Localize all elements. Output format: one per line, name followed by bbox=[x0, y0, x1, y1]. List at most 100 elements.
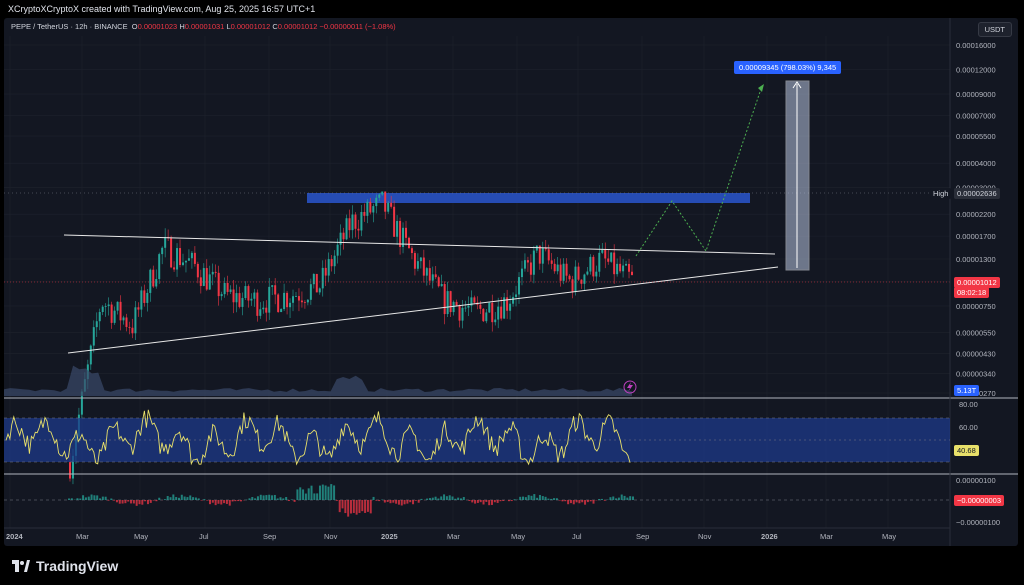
candle-body bbox=[348, 218, 351, 231]
candle-body bbox=[140, 290, 143, 310]
tradingview-logo[interactable]: TradingView bbox=[12, 558, 118, 574]
triangle-lower-line[interactable] bbox=[67, 266, 779, 354]
candle-body bbox=[205, 268, 208, 290]
macd-bar bbox=[135, 500, 138, 506]
price-tick-0: 0.00016000 bbox=[956, 41, 996, 50]
macd-bar bbox=[615, 498, 618, 500]
candle-body bbox=[607, 258, 610, 262]
candle-body bbox=[616, 263, 619, 275]
macd-bar bbox=[189, 495, 192, 500]
candle-body bbox=[526, 260, 529, 263]
candle-body bbox=[458, 305, 461, 321]
macd-bar bbox=[271, 495, 274, 500]
macd-bar bbox=[163, 499, 166, 500]
macd-bar bbox=[536, 497, 539, 500]
candle-body bbox=[286, 292, 289, 308]
candle-body bbox=[446, 291, 449, 315]
candle-body bbox=[577, 266, 580, 280]
candle-body bbox=[452, 301, 455, 313]
macd-bar bbox=[617, 497, 620, 500]
macd-bar bbox=[389, 500, 392, 504]
legend-close: 0.00001012 bbox=[277, 22, 318, 31]
attribution-text: XCryptoXCryptoX created with TradingView… bbox=[8, 4, 316, 14]
macd-bar bbox=[459, 498, 462, 500]
macd-tick-1: −0.00000100 bbox=[956, 518, 1000, 527]
candle-body bbox=[482, 308, 485, 322]
candle-body bbox=[268, 286, 271, 313]
macd-bar bbox=[366, 500, 369, 512]
macd-bar bbox=[240, 500, 243, 502]
macd-bar bbox=[493, 500, 496, 503]
macd-bar bbox=[496, 500, 499, 503]
candle-body bbox=[402, 227, 405, 248]
candle-body bbox=[265, 307, 268, 313]
macd-bar bbox=[118, 500, 121, 504]
volume-tag: 5.13T bbox=[954, 385, 980, 396]
macd-bar bbox=[440, 496, 443, 500]
macd-bar bbox=[172, 494, 175, 500]
candle-body bbox=[199, 277, 202, 286]
macd-bar bbox=[406, 500, 409, 504]
candle-body bbox=[405, 227, 408, 238]
candle-body bbox=[419, 257, 422, 262]
candle-body bbox=[211, 271, 214, 275]
macd-bar bbox=[338, 500, 341, 513]
macd-bar bbox=[409, 500, 412, 503]
candle-body bbox=[610, 252, 613, 262]
triangle-upper-line[interactable] bbox=[63, 234, 776, 255]
candle-body bbox=[372, 206, 375, 213]
macd-bar bbox=[93, 495, 96, 500]
macd-bar bbox=[609, 497, 612, 500]
macd-bar bbox=[96, 495, 99, 500]
macd-bar bbox=[299, 487, 302, 500]
macd-bar bbox=[569, 500, 572, 504]
resistance-zone[interactable] bbox=[307, 193, 750, 203]
projection-path[interactable] bbox=[635, 85, 763, 257]
macd-bar bbox=[327, 486, 330, 500]
legend-high: 0.00001031 bbox=[184, 22, 225, 31]
candle-body bbox=[366, 201, 369, 216]
chart-canvas[interactable]: 0.00016000 0.00012000 0.00009000 0.00007000… bbox=[4, 18, 1018, 546]
currency-button[interactable]: USDT bbox=[977, 22, 1012, 37]
macd-bar bbox=[82, 495, 85, 500]
candle-body bbox=[223, 283, 226, 295]
macd-bar bbox=[166, 496, 169, 500]
candle-body bbox=[336, 244, 339, 256]
macd-bar bbox=[124, 500, 127, 504]
candle-body bbox=[259, 309, 262, 316]
time-tick-12: 2026 bbox=[761, 532, 778, 541]
candle-body bbox=[256, 292, 259, 316]
macd-bar bbox=[443, 494, 446, 500]
candle-body bbox=[217, 272, 220, 297]
macd-bar bbox=[417, 500, 420, 503]
lightning-icon[interactable] bbox=[623, 380, 637, 394]
price-tick-12: 0.00000550 bbox=[956, 328, 996, 337]
macd-bar bbox=[488, 500, 491, 506]
macd-bar bbox=[369, 500, 372, 514]
symbol-legend: PEPE / TetherUS · 12h · BINANCE O0.00001… bbox=[11, 22, 396, 31]
macd-bar bbox=[479, 500, 482, 503]
macd-bar bbox=[186, 497, 189, 500]
measure-label: 0.00009345 (798.03%) 9,345 bbox=[734, 61, 842, 74]
candle-body bbox=[158, 254, 161, 280]
macd-bar bbox=[623, 495, 626, 500]
macd-bar bbox=[287, 500, 290, 501]
macd-bar bbox=[598, 499, 601, 500]
price-axis[interactable]: 0.00016000 0.00012000 0.00009000 0.00007000… bbox=[956, 41, 996, 398]
projection-arrowhead bbox=[758, 84, 764, 92]
candle-body bbox=[95, 321, 98, 328]
macd-bar bbox=[358, 500, 361, 513]
candle-body bbox=[437, 277, 440, 287]
candle-body bbox=[131, 327, 134, 334]
macd-bar bbox=[454, 498, 457, 500]
candle-body bbox=[378, 194, 381, 198]
candle-body bbox=[339, 232, 342, 245]
volume-area bbox=[4, 365, 632, 396]
macd-bar bbox=[209, 500, 211, 505]
candle-body bbox=[333, 255, 336, 267]
macd-bar bbox=[183, 496, 186, 500]
chart-panel[interactable]: 0.00016000 0.00012000 0.00009000 0.00007000… bbox=[4, 18, 1018, 546]
legend-symbol: PEPE / TetherUS · 12h · BINANCE bbox=[11, 22, 128, 31]
macd-bar bbox=[234, 500, 237, 502]
time-axis[interactable]: 2024 Mar May Jul Sep Nov 2025 Mar May Jul Sep Nov 20… bbox=[6, 532, 896, 541]
